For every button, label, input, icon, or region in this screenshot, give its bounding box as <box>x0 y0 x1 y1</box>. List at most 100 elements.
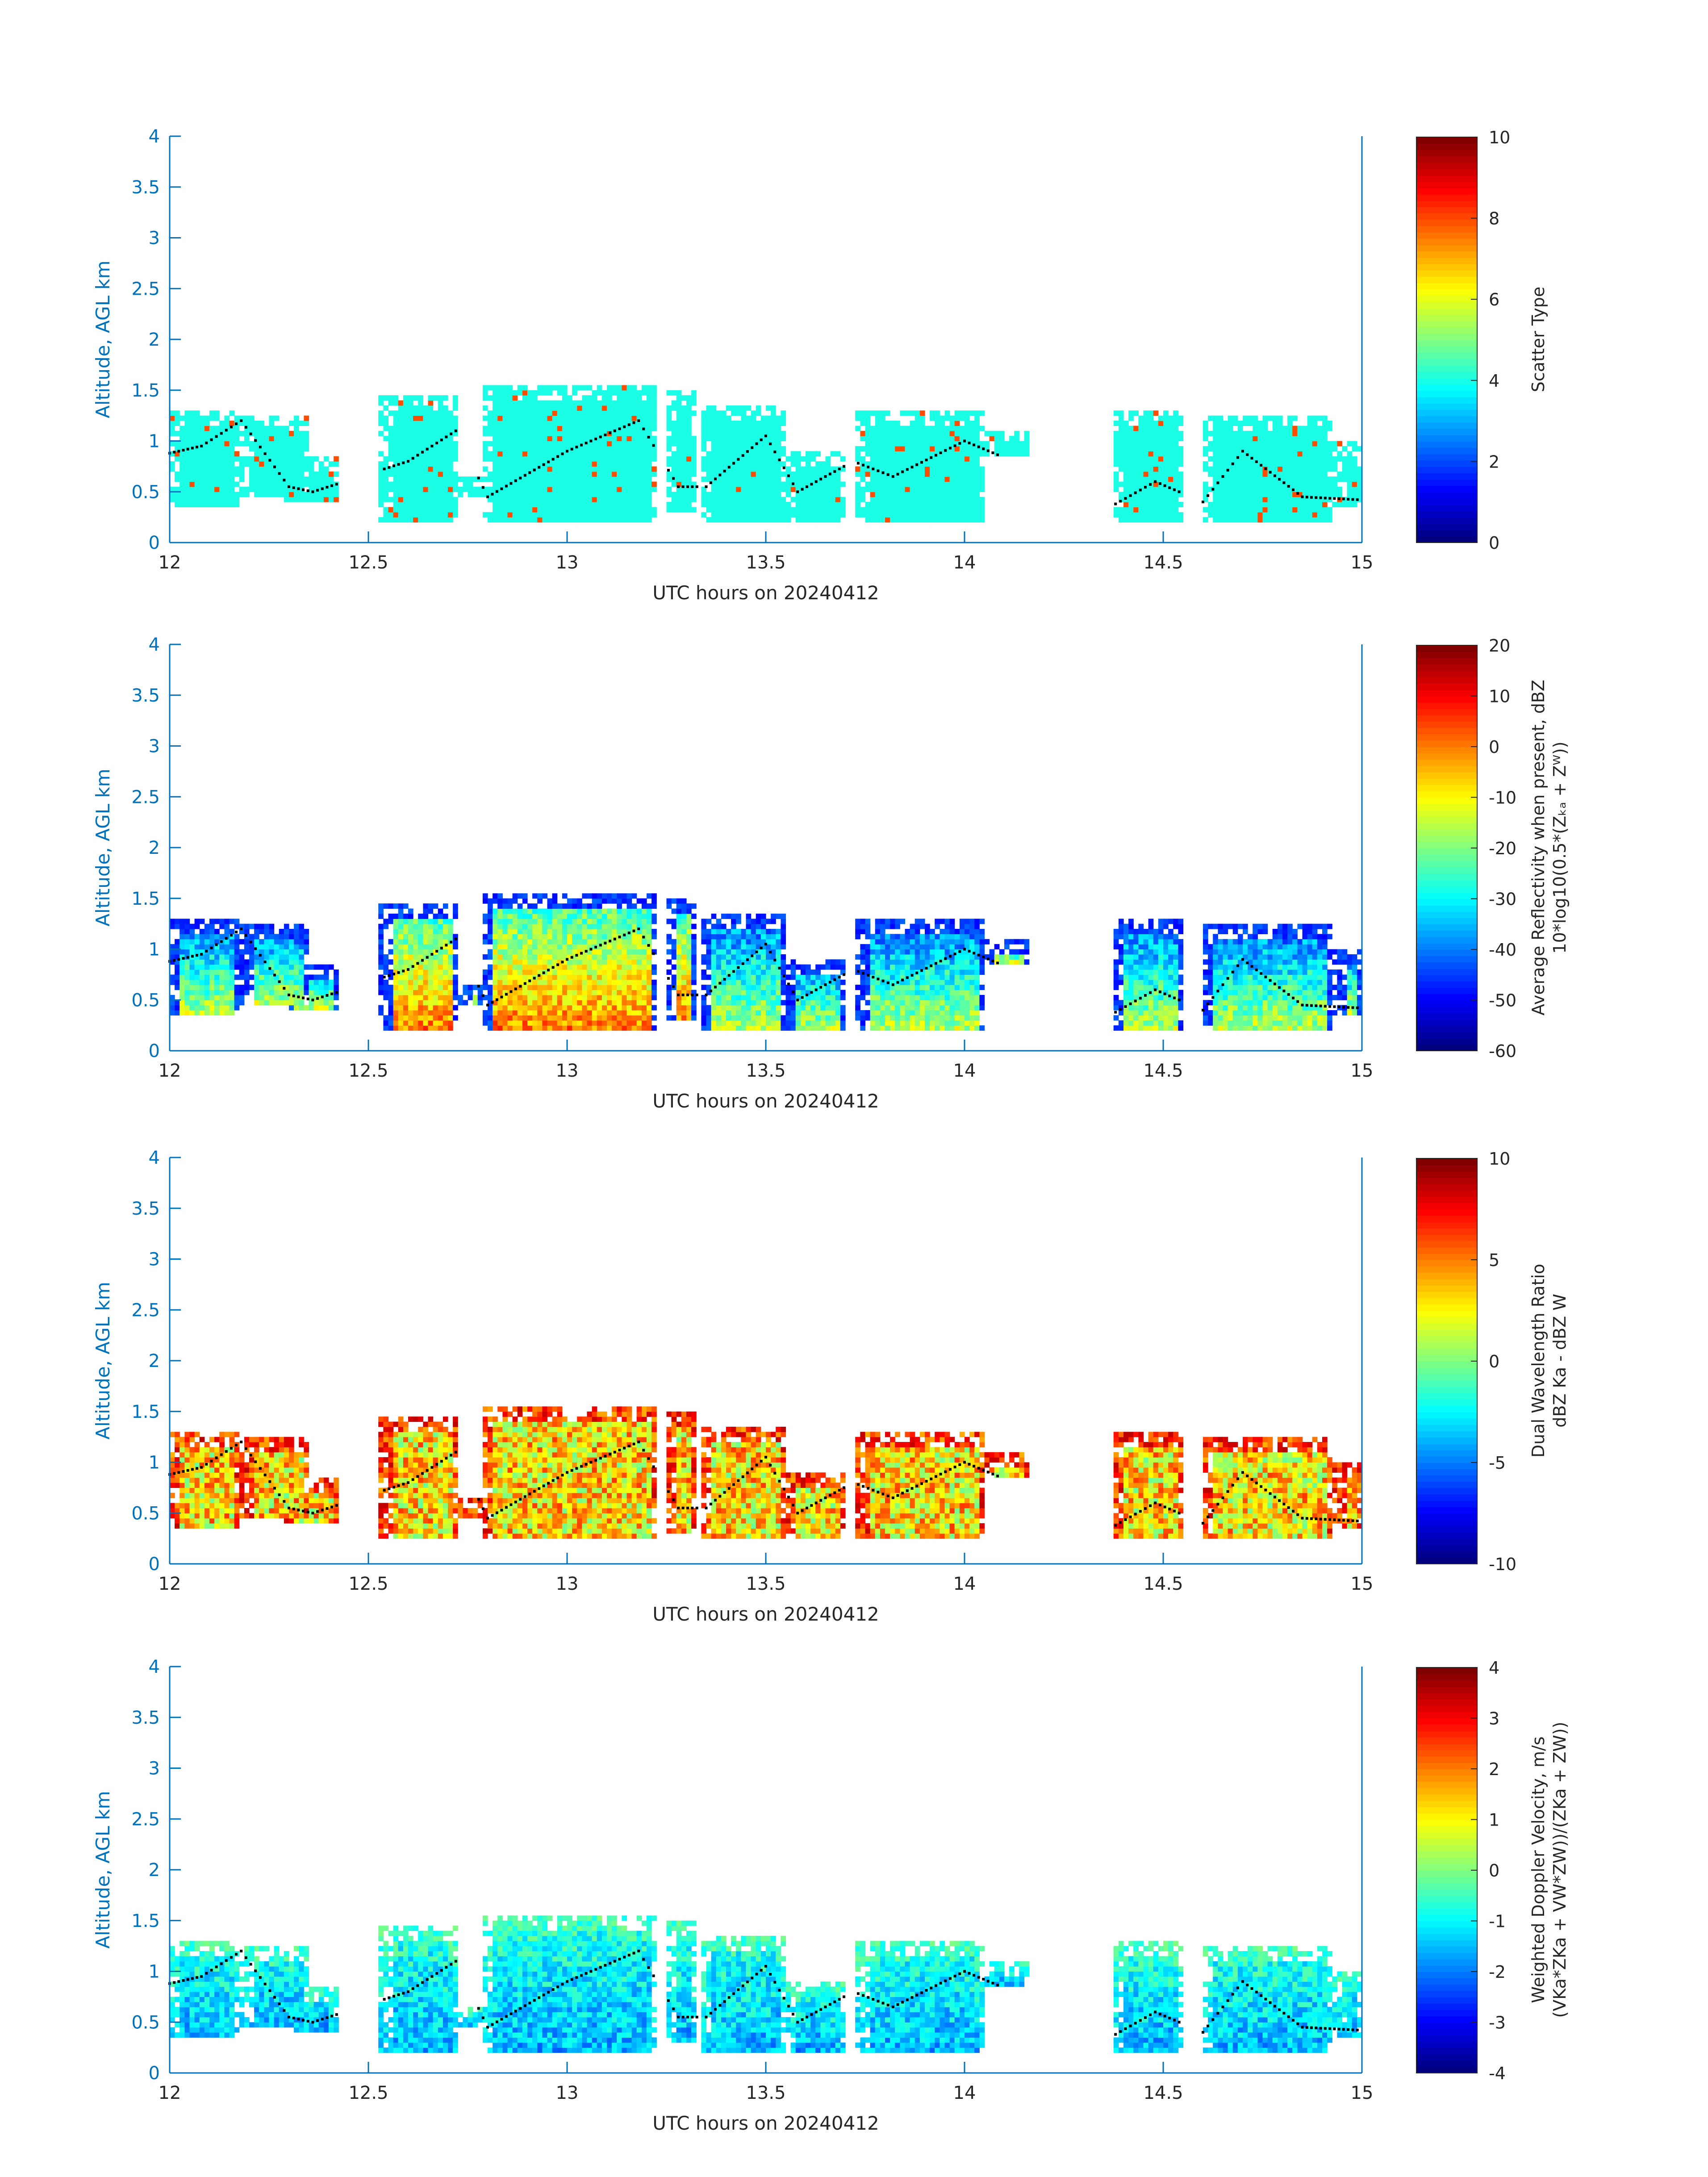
heatmap-cell <box>721 446 727 451</box>
heatmap-cell <box>239 974 245 980</box>
heatmap-cell <box>736 446 741 451</box>
heatmap-cell <box>746 436 752 442</box>
heatmap-cell <box>895 461 900 467</box>
heatmap-cell <box>1123 517 1129 523</box>
heatmap-cell <box>313 985 319 990</box>
heatmap-cell <box>1133 517 1139 523</box>
heatmap-cell <box>641 476 647 482</box>
heatmap-cell <box>597 466 602 472</box>
heatmap-cell <box>522 481 528 487</box>
heatmap-cell <box>820 471 826 477</box>
heatmap-cell <box>448 471 453 477</box>
colorbar-tick-label: 8 <box>1489 209 1499 229</box>
heatmap-cell <box>1292 441 1298 447</box>
heatmap-cell <box>1267 486 1273 492</box>
colorbar-swatch <box>1416 498 1477 505</box>
heatmap-cell <box>497 410 503 416</box>
heatmap-cell <box>438 410 443 416</box>
heatmap-cell <box>189 492 195 497</box>
heatmap-cell <box>517 426 523 431</box>
cloud-base-dot <box>491 493 494 496</box>
heatmap-cell <box>403 405 409 411</box>
heatmap-cell <box>1113 476 1119 482</box>
heatmap-cell <box>408 919 413 924</box>
heatmap-cell <box>949 415 955 421</box>
heatmap-cell <box>413 985 418 990</box>
heatmap-cell <box>647 410 652 416</box>
heatmap-cell <box>189 497 195 502</box>
colorbar-swatch <box>1416 301 1477 309</box>
heatmap-cell <box>671 390 677 396</box>
heatmap-cell <box>910 410 915 416</box>
heatmap-cell <box>676 461 682 467</box>
heatmap-cell <box>810 486 816 492</box>
heatmap-cell <box>1257 446 1263 451</box>
heatmap-cell <box>562 466 568 472</box>
heatmap-cell <box>919 426 925 431</box>
heatmap-cell <box>264 481 270 487</box>
heatmap-cell <box>299 466 304 472</box>
heatmap-cell <box>542 415 548 421</box>
heatmap-cell <box>701 415 707 421</box>
colorbar-swatch <box>1416 188 1477 195</box>
heatmap-cell <box>204 923 210 929</box>
heatmap-cell <box>815 451 821 457</box>
heatmap-cell <box>527 471 533 477</box>
heatmap-cell <box>507 492 513 497</box>
heatmap-cell <box>423 421 429 426</box>
heatmap-cell <box>269 436 275 442</box>
heatmap-cell <box>304 421 309 426</box>
heatmap-cell <box>249 923 255 929</box>
heatmap-cell <box>418 969 423 975</box>
heatmap-cell <box>294 994 299 1000</box>
heatmap-cell <box>954 461 960 467</box>
heatmap-cell <box>974 461 980 467</box>
heatmap-cell <box>1228 471 1233 477</box>
heatmap-cell <box>1173 430 1178 436</box>
heatmap-cell <box>935 410 940 416</box>
heatmap-cell <box>890 486 895 492</box>
heatmap-cell <box>592 476 597 482</box>
heatmap-cell <box>264 949 270 955</box>
heatmap-cell <box>1262 446 1268 451</box>
heatmap-cell <box>756 481 761 487</box>
heatmap-cell <box>1133 481 1139 487</box>
heatmap-cell <box>567 395 572 401</box>
cloud-base-dot <box>627 423 631 426</box>
heatmap-cell <box>512 451 518 457</box>
heatmap-cell <box>189 466 195 472</box>
heatmap-cell <box>468 476 473 482</box>
heatmap-cell <box>756 497 761 502</box>
heatmap-cell <box>299 492 304 497</box>
heatmap-cell <box>1232 436 1238 442</box>
heatmap-cell <box>760 451 766 457</box>
heatmap-cell <box>1337 476 1343 482</box>
heatmap-cell <box>1223 486 1228 492</box>
heatmap-cell <box>711 410 717 416</box>
heatmap-cell <box>636 421 642 426</box>
heatmap-cell <box>626 405 632 411</box>
heatmap-cell <box>617 481 622 487</box>
heatmap-cell <box>875 415 881 421</box>
heatmap-cell <box>810 497 816 502</box>
heatmap-cell <box>636 456 642 462</box>
heatmap-cell <box>522 441 528 447</box>
heatmap-cell <box>736 512 741 518</box>
heatmap-cell <box>1257 481 1263 487</box>
heatmap-cell <box>398 985 404 990</box>
heatmap-cell <box>954 441 960 447</box>
heatmap-cell <box>1277 415 1283 421</box>
heatmap-cell <box>408 405 413 411</box>
cloud-base-dot <box>1231 462 1234 465</box>
heatmap-cell <box>771 512 776 518</box>
heatmap-cell <box>785 507 791 513</box>
heatmap-cell <box>1218 486 1224 492</box>
heatmap-cell <box>289 451 294 457</box>
heatmap-cell <box>512 426 518 431</box>
heatmap-cell <box>641 446 647 451</box>
heatmap-cell <box>915 512 920 518</box>
heatmap-cell <box>1267 436 1273 442</box>
heatmap-cell <box>323 481 329 487</box>
heatmap-cell <box>269 949 275 955</box>
heatmap-cell <box>423 903 429 909</box>
